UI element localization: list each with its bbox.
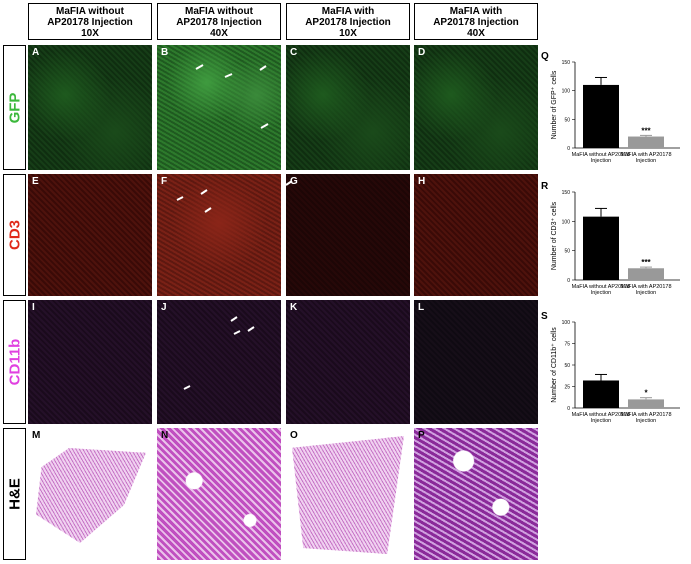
- image-panel: N: [157, 428, 281, 560]
- x-tick-label: MaFIA with AP20178 Injection: [620, 412, 672, 424]
- chart-label: R: [541, 181, 549, 192]
- header-line: AP20178 Injection: [176, 17, 262, 28]
- column-header: MaFIA with AP20178 Injection 10X: [286, 3, 410, 40]
- header-line: AP20178 Injection: [47, 17, 133, 28]
- panel-letter: F: [161, 176, 168, 187]
- arrows: [176, 64, 293, 390]
- panel-letter: K: [290, 302, 298, 313]
- column-header: MaFIA without AP20178 Injection 40X: [157, 3, 281, 40]
- image-panel: E: [28, 174, 152, 296]
- header-line: 40X: [467, 28, 485, 39]
- y-tick-label: 0: [567, 406, 570, 412]
- y-tick-label: 25: [564, 385, 570, 391]
- image-panel: H: [414, 174, 538, 296]
- y-tick-label: 100: [562, 219, 571, 225]
- bar: [583, 216, 619, 280]
- row-label-box: H&E: [3, 428, 26, 560]
- panel-letter: P: [418, 430, 425, 441]
- header-line: 10X: [81, 28, 99, 39]
- panel-letter: B: [161, 47, 169, 58]
- column-header: MaFIA with AP20178 Injection 40X: [414, 3, 538, 40]
- panel-letter: L: [418, 302, 425, 313]
- image-panel: C: [286, 45, 410, 170]
- x-tick-label: MaFIA with AP20178 Injection: [620, 284, 672, 296]
- image-panel: A: [28, 45, 152, 170]
- header-line: MaFIA with: [321, 6, 375, 17]
- tissue: [292, 436, 404, 554]
- column-header: MaFIA without AP20178 Injection 10X: [28, 3, 152, 40]
- header-line: AP20178 Injection: [305, 17, 391, 28]
- panel-letter: H: [418, 176, 426, 187]
- image-panel: I: [28, 300, 152, 424]
- image-panel: J: [157, 300, 281, 424]
- row-label-box: CD3: [3, 174, 26, 296]
- x-tick-label: MaFIA with AP20178 Injection: [620, 152, 672, 164]
- panel-letter: E: [32, 176, 39, 187]
- row-label-box: CD11b: [3, 300, 26, 424]
- x-tick-label: MaFIA without AP20178 Injection: [571, 284, 631, 296]
- bar: [628, 399, 664, 408]
- y-axis-label: Number of CD3⁺ cells: [551, 201, 558, 270]
- header-line: MaFIA without: [56, 6, 124, 17]
- chart-label: S: [541, 311, 548, 322]
- y-axis-label: Number of GFP⁺ cells: [551, 70, 558, 139]
- image-panel: K: [286, 300, 410, 424]
- y-tick-label: 150: [562, 190, 571, 196]
- significance: *: [644, 389, 648, 398]
- y-tick-label: 100: [562, 320, 571, 326]
- tissue: [414, 428, 538, 560]
- image-panel: G: [286, 174, 410, 296]
- image-panel: P: [414, 428, 538, 560]
- y-tick-label: 150: [562, 60, 571, 66]
- significance: ***: [641, 126, 651, 135]
- image-panel: O: [286, 428, 410, 560]
- image-panel: L: [414, 300, 538, 424]
- y-axis-label: Number of CD11b⁺ cells: [551, 327, 558, 403]
- y-tick-label: 0: [567, 278, 570, 284]
- image-panel: F: [157, 174, 281, 296]
- panel-letter: O: [290, 430, 298, 441]
- bar: [628, 268, 664, 280]
- image-panel: D: [414, 45, 538, 170]
- header-line: MaFIA with: [449, 6, 503, 17]
- significance: ***: [641, 258, 651, 267]
- image-panel: M: [28, 428, 152, 560]
- image-panel: B: [157, 45, 281, 170]
- chart-label: Q: [541, 51, 549, 62]
- header-line: AP20178 Injection: [433, 17, 519, 28]
- y-tick-label: 50: [564, 117, 570, 123]
- panel-letter: C: [290, 47, 298, 58]
- panel-letter: J: [161, 302, 167, 313]
- y-tick-label: 100: [562, 89, 571, 95]
- panel-letter: D: [418, 47, 426, 58]
- header-line: 40X: [210, 28, 228, 39]
- bar: [583, 380, 619, 408]
- panel-letter: A: [32, 47, 40, 58]
- y-tick-label: 75: [564, 342, 570, 348]
- panel-letter: N: [161, 430, 169, 441]
- y-tick-label: 0: [567, 146, 570, 152]
- header-line: MaFIA without: [185, 6, 253, 17]
- panel-letter: M: [32, 430, 41, 441]
- bar: [628, 136, 664, 148]
- x-tick-label: MaFIA without AP20178 Injection: [571, 152, 631, 164]
- x-tick-label: MaFIA without AP20178 Injection: [571, 412, 631, 424]
- y-tick-label: 50: [564, 363, 570, 369]
- panel-letter: G: [290, 176, 298, 187]
- tissue: [157, 428, 281, 560]
- bar: [583, 84, 619, 148]
- row-label-box: GFP: [3, 45, 26, 170]
- header-line: 10X: [339, 28, 357, 39]
- y-tick-label: 50: [564, 249, 570, 255]
- panel-letter: I: [32, 302, 35, 313]
